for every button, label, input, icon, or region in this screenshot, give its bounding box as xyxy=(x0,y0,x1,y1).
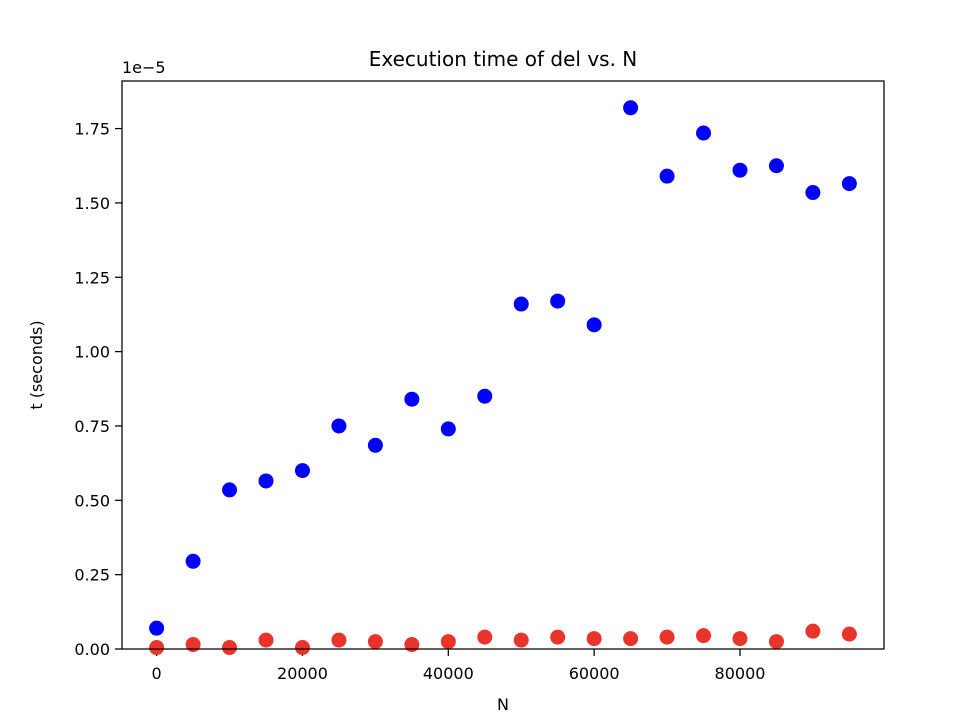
x-axis-ticks: 0 20000 40000 60000 80000 xyxy=(152,649,766,683)
data-point xyxy=(149,620,165,636)
data-point xyxy=(331,632,347,648)
y-tick-label: 1.75 xyxy=(74,120,110,139)
y-tick-label: 1.50 xyxy=(74,194,110,213)
y-tick-label: 0.25 xyxy=(74,566,110,585)
data-point xyxy=(294,463,310,479)
chart-title: Execution time of del vs. N xyxy=(369,47,638,71)
data-point xyxy=(513,296,529,312)
data-point xyxy=(404,637,420,653)
data-point xyxy=(440,421,456,437)
data-point xyxy=(841,626,857,642)
data-point xyxy=(185,637,201,653)
data-point xyxy=(477,629,493,645)
data-point xyxy=(768,158,784,174)
data-point xyxy=(258,632,274,648)
data-point xyxy=(513,632,529,648)
data-point xyxy=(222,482,238,498)
data-point xyxy=(222,640,238,656)
x-tick-label: 80000 xyxy=(715,664,766,683)
data-point xyxy=(768,634,784,650)
data-point xyxy=(185,553,201,569)
plot-frame xyxy=(121,80,885,650)
data-point xyxy=(149,640,165,656)
data-point xyxy=(732,631,748,647)
data-point xyxy=(805,623,821,639)
y-tick-label: 0.75 xyxy=(74,417,110,436)
data-point xyxy=(841,176,857,192)
y-axis-label: t (seconds) xyxy=(27,320,46,409)
data-point xyxy=(294,640,310,656)
data-point xyxy=(696,125,712,141)
series-1 xyxy=(149,100,857,636)
data-point xyxy=(623,100,639,116)
data-point xyxy=(659,168,675,184)
data-point xyxy=(258,473,274,489)
data-point xyxy=(477,388,493,404)
data-point xyxy=(550,293,566,309)
plot-area xyxy=(122,81,884,649)
x-tick-label: 0 xyxy=(152,664,162,683)
data-point xyxy=(550,629,566,645)
y-offset-label: 1e−5 xyxy=(122,58,166,77)
data-points xyxy=(149,100,857,656)
y-tick-label: 1.25 xyxy=(74,268,110,287)
x-tick-label: 20000 xyxy=(277,664,328,683)
data-point xyxy=(367,437,383,453)
x-tick-label: 60000 xyxy=(569,664,620,683)
y-tick-label: 1.00 xyxy=(74,343,110,362)
data-point xyxy=(367,634,383,650)
y-tick-label: 0.00 xyxy=(74,640,110,659)
data-point xyxy=(696,628,712,644)
data-point xyxy=(404,391,420,407)
data-point xyxy=(440,634,456,650)
data-point xyxy=(586,631,602,647)
y-tick-label: 0.50 xyxy=(74,491,110,510)
data-point xyxy=(586,317,602,333)
y-axis-ticks: 0.00 0.25 0.50 0.75 1.00 1.25 1.50 1.75 xyxy=(74,120,122,659)
x-tick-label: 40000 xyxy=(423,664,474,683)
data-point xyxy=(331,418,347,434)
data-point xyxy=(623,631,639,647)
data-point xyxy=(805,185,821,201)
data-point xyxy=(732,162,748,178)
series-2 xyxy=(149,623,857,656)
x-axis-label: N xyxy=(497,695,509,714)
data-point xyxy=(659,629,675,645)
